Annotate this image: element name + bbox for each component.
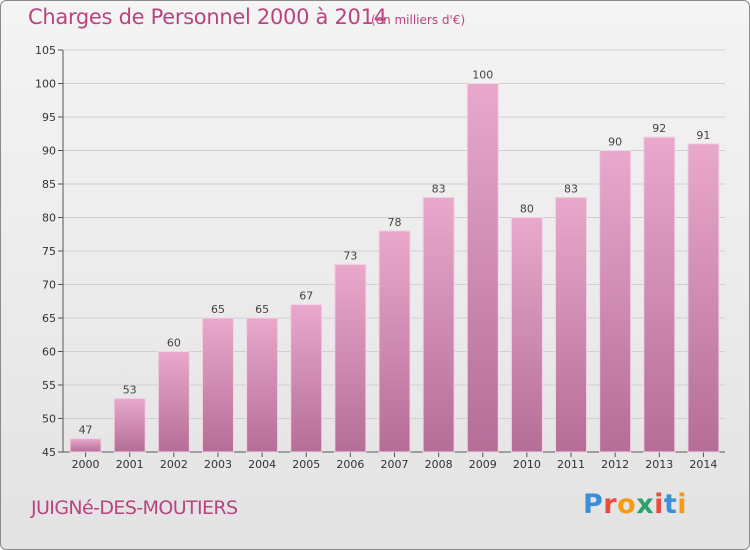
x-tick-label-2000: 2000 bbox=[72, 458, 100, 471]
x-tick-label-2014: 2014 bbox=[689, 458, 717, 471]
y-tick-label: 70 bbox=[42, 279, 56, 292]
data-label-2008: 83 bbox=[432, 182, 446, 195]
y-tick-label: 105 bbox=[35, 44, 56, 57]
x-tick-label-2003: 2003 bbox=[204, 458, 232, 471]
bar-2006 bbox=[334, 263, 367, 453]
axes: 45 50 55 60 65 70 75 80 85 90 95 100 105 2000 2001 2002… bbox=[35, 44, 725, 471]
data-label-2005: 67 bbox=[299, 290, 313, 303]
bar-2000 bbox=[69, 438, 102, 453]
data-label-2012: 90 bbox=[608, 136, 622, 149]
x-tick-label-2006: 2006 bbox=[336, 458, 364, 471]
chart-title: Charges de Personnel 2000 à 2014 bbox=[28, 5, 387, 29]
y-tick-label: 85 bbox=[42, 178, 56, 191]
data-label-2009: 100 bbox=[472, 69, 493, 82]
y-tick-label: 65 bbox=[42, 312, 56, 325]
x-tick-label-2005: 2005 bbox=[292, 458, 320, 471]
data-label-2014: 91 bbox=[696, 129, 710, 142]
x-tick-label-2013: 2013 bbox=[645, 458, 673, 471]
x-tick-label-2004: 2004 bbox=[248, 458, 276, 471]
bar-2005 bbox=[290, 304, 323, 453]
x-tick-label-2012: 2012 bbox=[601, 458, 629, 471]
bar-2008 bbox=[422, 196, 455, 453]
x-tick-label-2010: 2010 bbox=[513, 458, 541, 471]
logo-letter: t bbox=[663, 489, 678, 520]
x-tick-label-2011: 2011 bbox=[557, 458, 585, 471]
proxiti-logo[interactable]: Proxiti bbox=[583, 489, 687, 523]
data-label-2010: 80 bbox=[520, 203, 534, 216]
y-tick-label: 95 bbox=[42, 111, 56, 124]
bar-2009 bbox=[466, 83, 499, 453]
data-label-2004: 65 bbox=[255, 303, 269, 316]
logo-letter: i bbox=[654, 489, 664, 520]
x-tick-label-2009: 2009 bbox=[469, 458, 497, 471]
x-tick-label-2008: 2008 bbox=[425, 458, 453, 471]
x-tick-label-2002: 2002 bbox=[160, 458, 188, 471]
data-label-2013: 92 bbox=[652, 122, 666, 135]
logo-letter: i bbox=[677, 489, 688, 520]
unit-note: (en milliers d'€) bbox=[371, 13, 466, 27]
bars bbox=[69, 83, 720, 453]
data-label-2002: 60 bbox=[167, 337, 181, 350]
bar-2004 bbox=[246, 317, 279, 453]
y-tick-label: 80 bbox=[42, 212, 56, 225]
logo-letter: r bbox=[603, 489, 618, 520]
bar-2003 bbox=[201, 317, 234, 453]
bar-2007 bbox=[378, 230, 411, 453]
bar-2013 bbox=[643, 136, 676, 453]
data-label-2006: 73 bbox=[343, 249, 357, 262]
data-label-2011: 83 bbox=[564, 182, 578, 195]
x-tick-label-2007: 2007 bbox=[381, 458, 409, 471]
bar-2011 bbox=[555, 196, 588, 453]
y-tick-label: 45 bbox=[42, 446, 56, 459]
bar-2014 bbox=[687, 143, 720, 453]
x-tick-label-2001: 2001 bbox=[116, 458, 144, 471]
y-tick-label: 90 bbox=[42, 145, 56, 158]
y-tick-label: 50 bbox=[42, 413, 56, 426]
bar-2010 bbox=[510, 217, 543, 453]
logo-letter: P bbox=[583, 489, 604, 520]
y-tick-label: 60 bbox=[42, 346, 56, 359]
bar-2002 bbox=[157, 351, 190, 453]
data-label-2001: 53 bbox=[123, 383, 137, 396]
bar-2012 bbox=[599, 150, 632, 453]
y-tick-label: 55 bbox=[42, 379, 56, 392]
commune-name: JUIGNé-DES-MOUTIERS bbox=[31, 497, 238, 519]
data-label-2003: 65 bbox=[211, 303, 225, 316]
y-tick-label: 75 bbox=[42, 245, 56, 258]
data-label-2000: 47 bbox=[79, 424, 93, 437]
logo-letter: x bbox=[636, 489, 655, 520]
logo-letter: o bbox=[617, 489, 637, 520]
data-labels: 47 53 60 65 65 67 73 78 83 100 80 83 90 92 91 bbox=[79, 69, 711, 437]
bar-2001 bbox=[113, 397, 146, 453]
y-tick-label: 100 bbox=[35, 78, 56, 91]
data-label-2007: 78 bbox=[388, 216, 402, 229]
